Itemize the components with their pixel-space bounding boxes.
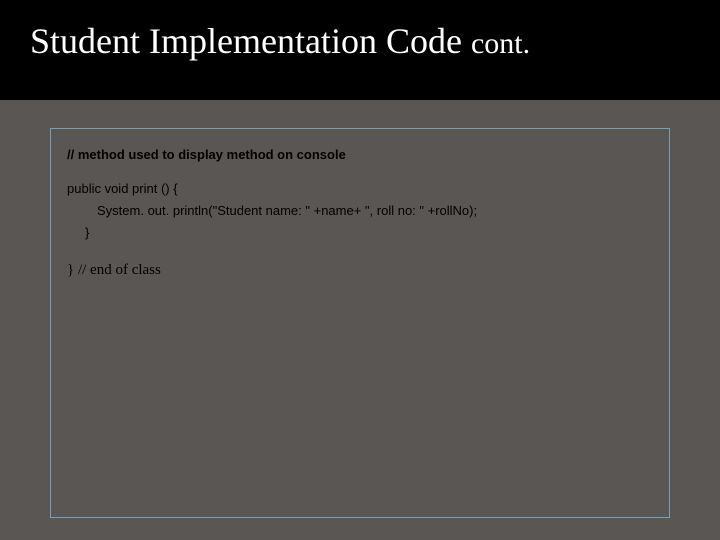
title-main: Student Implementation Code	[30, 21, 471, 61]
content-area: // method used to display method on cons…	[0, 100, 720, 518]
title-suffix: cont.	[471, 27, 530, 60]
code-box: // method used to display method on cons…	[50, 128, 670, 518]
slide-header: Student Implementation Code cont.	[0, 0, 720, 100]
code-block: public void print () { System. out. prin…	[67, 178, 653, 284]
code-line-println: System. out. println("Student name: " +n…	[97, 200, 653, 222]
code-comment: // method used to display method on cons…	[67, 147, 653, 162]
code-line-close-brace: }	[85, 222, 653, 244]
slide-title: Student Implementation Code cont.	[30, 20, 690, 62]
code-line-end-class: } // end of class	[67, 258, 653, 284]
code-line-method-signature: public void print () {	[67, 178, 653, 200]
